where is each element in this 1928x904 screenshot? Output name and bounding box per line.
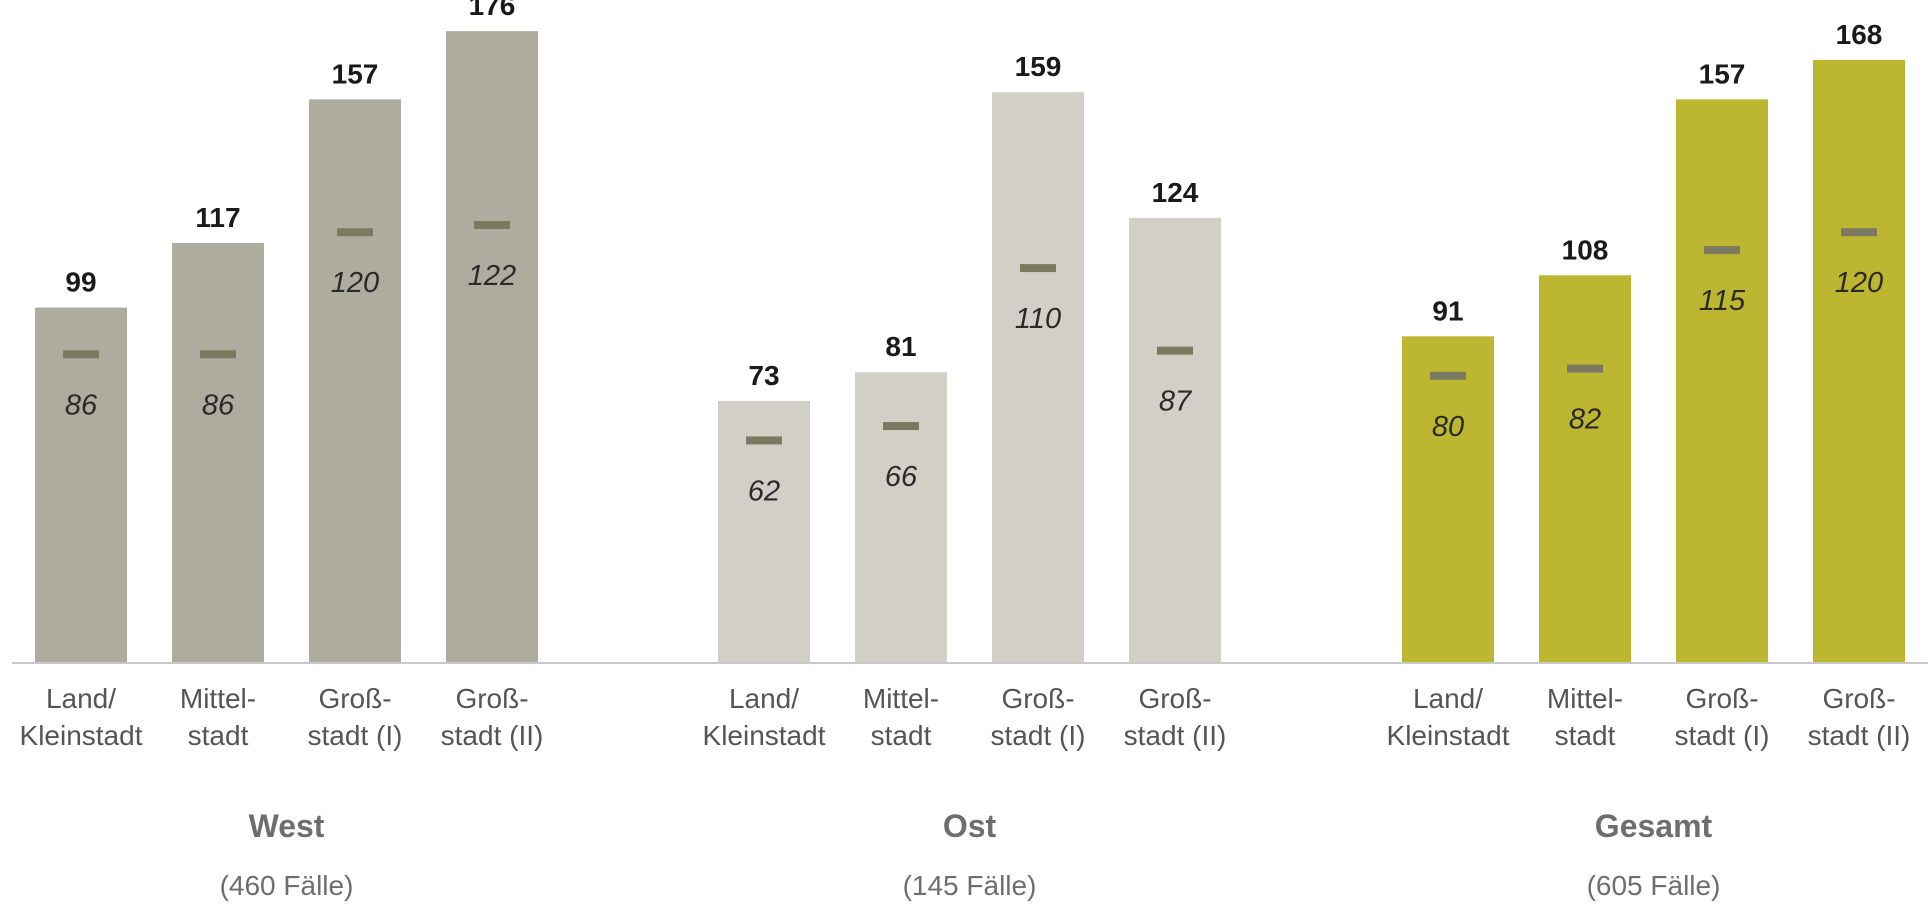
bar-value-label: 124	[1152, 177, 1199, 208]
bar-value-label: 99	[65, 267, 96, 298]
inner-value-label: 62	[748, 475, 780, 507]
bar-value-label: 176	[469, 0, 516, 21]
group-label: Ost	[943, 808, 997, 844]
group-cases-label: (145 Fälle)	[903, 870, 1037, 901]
bar	[1539, 275, 1631, 663]
bar-value-label: 117	[195, 202, 240, 233]
category-label-line1: Mittel-	[863, 683, 939, 714]
group-label: West	[249, 808, 325, 844]
bar	[1402, 336, 1494, 663]
bar	[718, 400, 810, 663]
inner-value-label: 86	[65, 389, 98, 421]
category-label-line1: Groß-	[1001, 683, 1074, 714]
category-label-line1: Groß-	[318, 683, 391, 714]
category-label-line2: stadt (I)	[308, 720, 403, 751]
group-label: Gesamt	[1595, 808, 1713, 844]
inner-marker	[337, 228, 373, 237]
inner-marker	[1704, 246, 1740, 255]
category-label-line2: Kleinstadt	[20, 720, 143, 751]
inner-marker	[1020, 264, 1056, 273]
bar-value-label: 157	[1699, 58, 1746, 89]
category-label-line2: stadt (II)	[1124, 720, 1227, 751]
category-label-line1: Groß-	[1138, 683, 1211, 714]
category-label-line1: Land/	[46, 683, 116, 714]
bar-value-label: 91	[1432, 295, 1463, 326]
inner-value-label: 110	[1015, 303, 1061, 335]
inner-value-label: 86	[202, 389, 235, 421]
bar-value-label: 159	[1015, 51, 1062, 82]
category-label-line2: stadt (II)	[441, 720, 544, 751]
category-label-line1: Land/	[1413, 683, 1483, 714]
inner-value-label: 80	[1432, 411, 1464, 443]
inner-value-label: 120	[1835, 267, 1883, 299]
inner-marker	[1157, 346, 1193, 355]
inner-marker	[746, 436, 782, 445]
bar	[992, 92, 1084, 663]
category-label-line1: Land/	[729, 683, 799, 714]
bar-value-label: 73	[748, 360, 779, 391]
bar-value-label: 108	[1562, 234, 1609, 265]
bar-value-label: 157	[332, 58, 379, 89]
category-label-line2: stadt (I)	[991, 720, 1086, 751]
inner-marker	[1430, 371, 1466, 380]
category-label-line1: Mittel-	[180, 683, 256, 714]
bar	[35, 307, 127, 663]
category-label-line1: Mittel-	[1547, 683, 1623, 714]
inner-marker	[1567, 364, 1603, 373]
bar	[446, 31, 538, 664]
inner-value-label: 120	[331, 267, 379, 299]
group-cases-label: (605 Fälle)	[1587, 870, 1721, 901]
group-cases-label: (460 Fälle)	[220, 870, 354, 901]
category-label-line1: Groß-	[1822, 683, 1895, 714]
inner-marker	[1841, 228, 1877, 237]
bar	[1676, 99, 1768, 664]
inner-marker	[200, 350, 236, 359]
bar	[309, 99, 401, 664]
inner-value-label: 66	[885, 461, 918, 493]
category-label-line2: stadt (I)	[1675, 720, 1770, 751]
category-label-line2: Kleinstadt	[703, 720, 826, 751]
inner-value-label: 87	[1159, 386, 1193, 418]
inner-marker	[474, 221, 510, 230]
inner-value-label: 122	[468, 260, 516, 292]
inner-value-label: 82	[1569, 404, 1601, 436]
bar	[1813, 59, 1905, 663]
category-label-line2: Kleinstadt	[1387, 720, 1510, 751]
bar	[1129, 217, 1221, 663]
bar-value-label: 81	[885, 331, 916, 362]
category-label-line2: stadt	[1555, 720, 1616, 751]
bar	[855, 372, 947, 663]
inner-value-label: 115	[1699, 285, 1746, 317]
category-label-line2: stadt	[871, 720, 932, 751]
category-label-line1: Groß-	[1685, 683, 1758, 714]
category-label-line2: stadt	[188, 720, 249, 751]
bar-value-label: 168	[1836, 19, 1883, 50]
inner-marker	[883, 422, 919, 431]
bar	[172, 242, 264, 663]
category-label-line1: Groß-	[455, 683, 528, 714]
category-label-line2: stadt (II)	[1808, 720, 1911, 751]
inner-marker	[63, 350, 99, 359]
